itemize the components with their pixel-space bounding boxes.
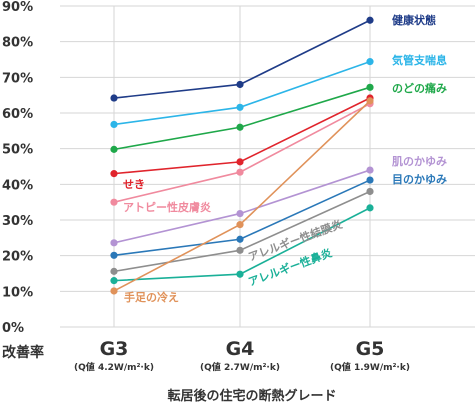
x-tick-label: G5 — [356, 338, 385, 360]
x-tick-sublabel: (Q値 2.7W/m²·k) — [200, 361, 280, 373]
x-axis-title: 転居後の住宅の断熱グレード — [167, 388, 336, 404]
series-group — [110, 16, 374, 295]
series-label: 気管支喘息 — [392, 53, 447, 67]
series-label: 手足の冷え — [124, 290, 179, 304]
data-point — [366, 58, 374, 66]
y-axis-ticks: 0% 10% 20% 30% 40% 50% 60% 70% 80% 90% — [2, 0, 33, 336]
data-point — [110, 277, 118, 285]
data-point — [236, 168, 244, 176]
series-label: 肌のかゆみ — [391, 154, 447, 168]
series-line — [113, 60, 371, 126]
data-point — [110, 94, 118, 102]
data-point — [110, 145, 118, 153]
x-tick-label: G3 — [100, 338, 129, 360]
x-tick-sublabel: (Q値 4.2W/m²·k) — [74, 361, 154, 373]
y-axis-label: 改善率 — [2, 344, 44, 361]
y-tick-label: 50% — [2, 143, 33, 158]
y-tick-label: 20% — [2, 250, 33, 265]
series-label: 目のかゆみ — [392, 173, 447, 186]
data-point — [236, 158, 244, 166]
series-label: のどの痛み — [392, 81, 447, 95]
series-line — [113, 86, 371, 151]
x-tick-sublabel: (Q値 1.9W/m²·k) — [330, 361, 410, 373]
data-point — [236, 80, 244, 89]
y-tick-label: 70% — [2, 71, 33, 86]
data-point — [236, 123, 244, 131]
x-tick-label: G4 — [226, 338, 255, 360]
x-axis: G3(Q値 4.2W/m²·k) G4(Q値 2.7W/m²·k) G5(Q値 1.… — [74, 338, 410, 373]
series-label: せき — [123, 178, 145, 191]
data-point — [236, 103, 244, 111]
data-point — [110, 239, 118, 247]
data-point — [366, 16, 374, 24]
series-line — [113, 179, 371, 257]
series-label: アトピー性皮膚炎 — [123, 200, 211, 214]
data-point — [236, 235, 244, 243]
data-point — [366, 187, 374, 196]
data-point — [236, 246, 244, 254]
data-point — [110, 198, 118, 206]
y-tick-label: 80% — [2, 36, 33, 51]
data-point — [110, 120, 118, 129]
y-tick-label: 90% — [2, 0, 33, 15]
series-label: 健康状態 — [392, 13, 436, 27]
data-point — [236, 270, 244, 278]
y-tick-label: 0% — [2, 321, 24, 336]
data-point — [366, 176, 374, 184]
data-point — [110, 251, 118, 259]
data-point — [110, 287, 118, 295]
data-point — [366, 83, 374, 91]
data-point — [236, 221, 244, 229]
data-point — [366, 166, 374, 174]
data-point — [366, 204, 374, 212]
y-tick-label: 60% — [2, 107, 33, 122]
y-tick-label: 30% — [2, 214, 33, 229]
data-point — [110, 267, 118, 275]
series-line — [113, 207, 371, 282]
data-point — [366, 97, 374, 105]
y-tick-label: 10% — [2, 285, 33, 300]
data-point — [236, 209, 244, 218]
y-tick-label: 40% — [2, 178, 33, 193]
data-point — [110, 170, 118, 178]
